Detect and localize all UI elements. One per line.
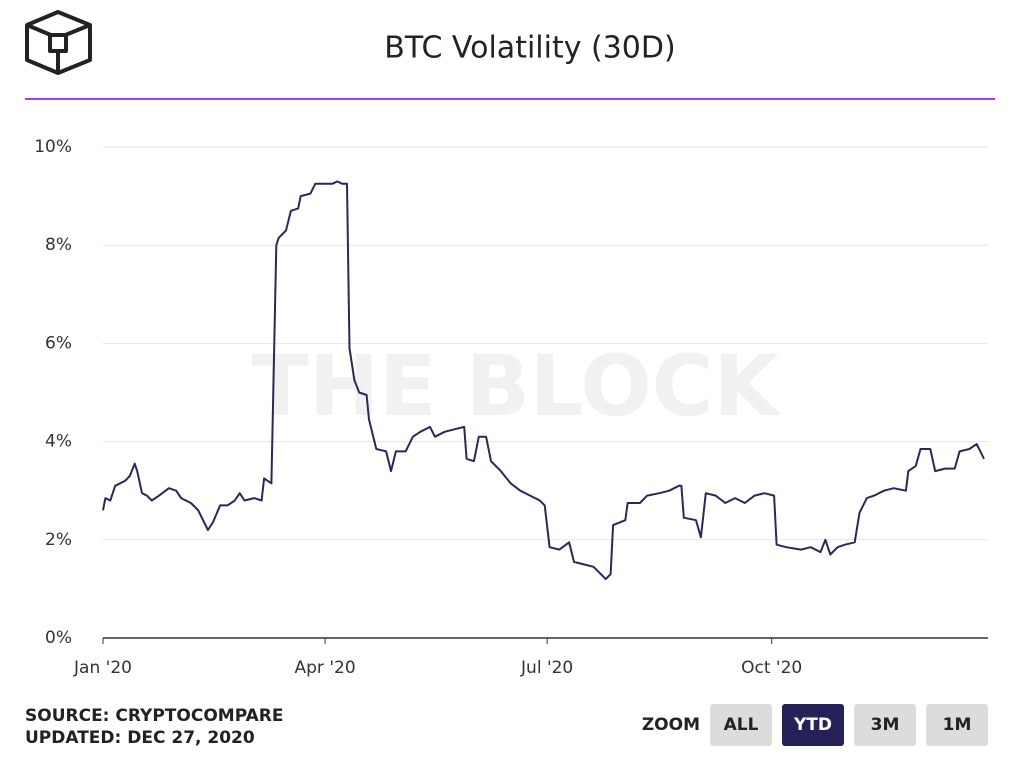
source: SOURCE: CRYPTOCOMPARE [25, 706, 283, 726]
y-tick-label: 2% [45, 530, 72, 550]
series-line [102, 180, 985, 581]
y-tick-label: 6% [45, 333, 72, 353]
zoom-button[interactable] [926, 704, 988, 746]
y-tick-label: 0% [45, 628, 72, 648]
logo [25, 10, 92, 75]
x-tick-label: Apr '20 [295, 658, 356, 678]
y-tick-label: 10% [34, 137, 72, 157]
y-tick-label: 4% [45, 432, 72, 452]
x-tick-label: Oct '20 [741, 658, 802, 678]
zoom-button-label[interactable]: 1M [943, 715, 972, 735]
x-tick-label: Jan '20 [73, 658, 132, 678]
y-tick-label: 8% [45, 235, 72, 255]
chart-title: BTC Volatility (30D) [384, 31, 675, 66]
zoom-button-label[interactable]: ALL [724, 715, 759, 735]
zoom-button[interactable] [710, 704, 772, 746]
updated: UPDATED: DEC 27, 2020 [25, 728, 255, 748]
zoom-label: ZOOM [642, 715, 700, 735]
zoom-button[interactable] [854, 704, 916, 746]
x-tick-label: Jul '20 [520, 658, 573, 678]
zoom-button[interactable] [782, 704, 844, 746]
zoom-button-label[interactable]: YTD [793, 715, 832, 735]
zoom-button-label[interactable]: 3M [871, 715, 900, 735]
watermark: THE BLOCK [252, 337, 782, 435]
